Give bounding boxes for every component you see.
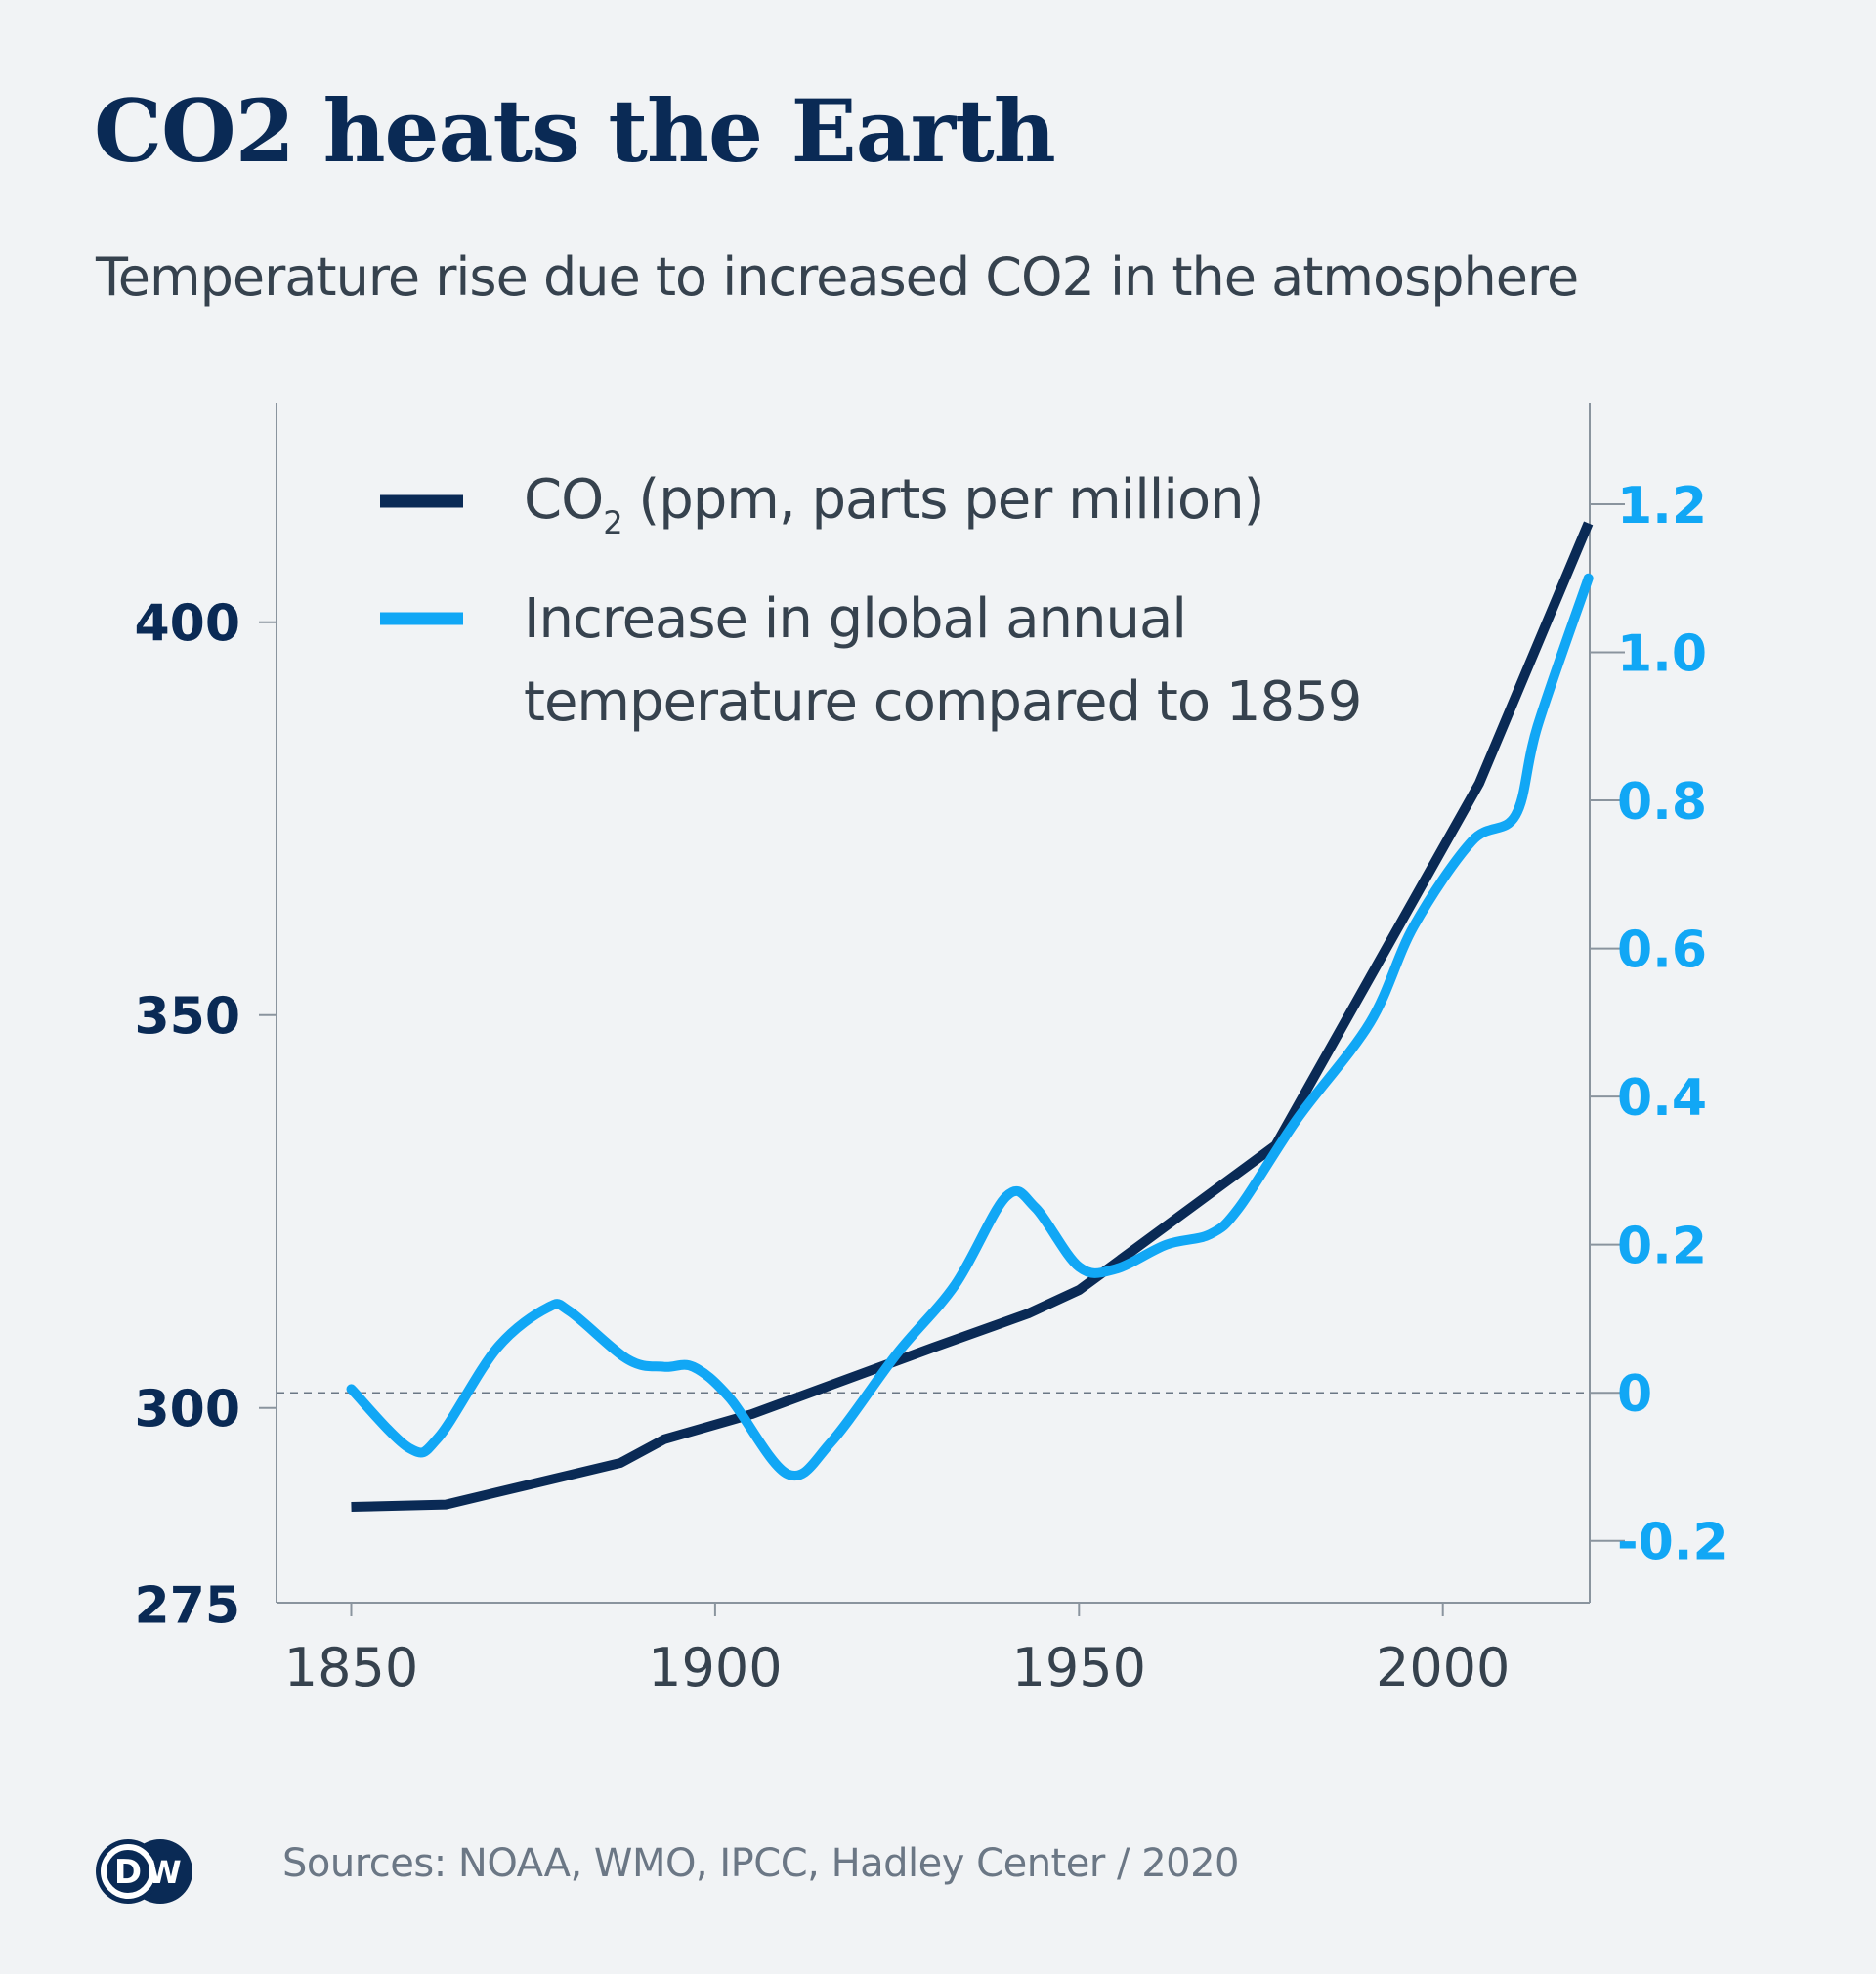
series-lines: [346, 521, 1594, 1512]
legend-label-co2: CO2 (ppm, parts per million): [524, 468, 1263, 541]
temperature-line: [346, 573, 1594, 1481]
right-tick-label: 0.6: [1617, 922, 1707, 980]
dw-logo: D W: [96, 1839, 192, 1904]
co2-line: [351, 521, 1594, 1512]
legend-label-temperature-line2: temperature compared to 1859: [524, 670, 1361, 734]
right-tick-label: 1.0: [1617, 625, 1707, 684]
svg-text:W: W: [147, 1854, 181, 1891]
legend-label-temperature-line1: Increase in global annual: [524, 587, 1186, 651]
chart-title: CO2 heats the Earth: [94, 80, 1056, 182]
right-tick-label: 0: [1617, 1365, 1652, 1424]
axes: 1850 1900 1950 2000 400 350 300 275 1.2 1.0 0.8 0.6…: [134, 403, 1728, 1698]
x-tick-label: 1900: [648, 1637, 782, 1698]
right-tick-label: 0.8: [1617, 773, 1707, 832]
right-tick-label: -0.2: [1617, 1514, 1728, 1572]
svg-text:D: D: [114, 1853, 142, 1892]
right-tick-label: 0.2: [1617, 1218, 1707, 1276]
left-tick-label: 300: [134, 1381, 240, 1439]
left-tick-label: 350: [134, 988, 240, 1047]
left-tick-label: 275: [134, 1577, 240, 1636]
legend: CO2 (ppm, parts per million) Increase in…: [380, 468, 1362, 734]
sources-note: Sources: NOAA, WMO, IPCC, Hadley Center …: [282, 1841, 1240, 1886]
left-tick-label: 400: [134, 595, 240, 654]
chart-subtitle: Temperature rise due to increased CO2 in…: [96, 246, 1579, 308]
x-tick-label: 2000: [1376, 1637, 1510, 1698]
x-tick-label: 1850: [284, 1637, 418, 1698]
right-tick-label: 1.2: [1617, 477, 1707, 536]
right-tick-label: 0.4: [1617, 1069, 1707, 1128]
x-tick-label: 1950: [1012, 1637, 1146, 1698]
